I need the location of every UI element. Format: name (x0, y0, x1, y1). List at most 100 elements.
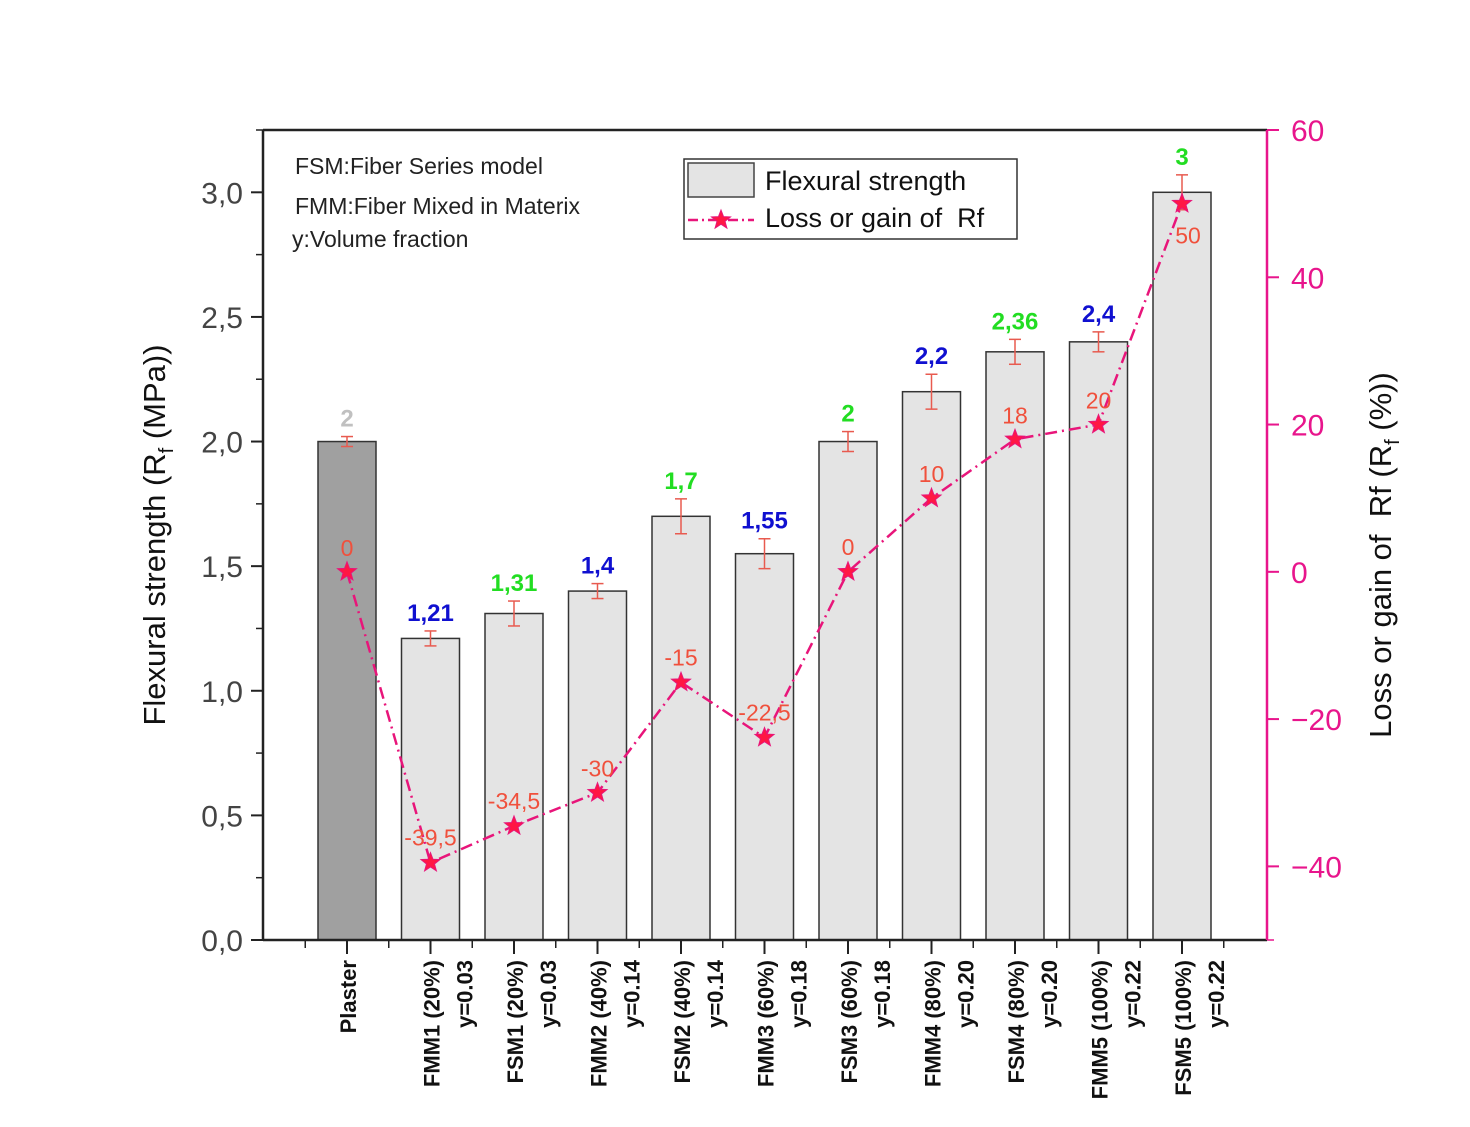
star-marker (1171, 192, 1193, 213)
line-value-label: -15 (664, 644, 697, 670)
left-axis-title: Flexural strength (Rf (MPa)) (137, 344, 178, 725)
bar-value-label: 2 (340, 406, 353, 433)
star-marker (1004, 427, 1026, 449)
left-tick-label: 0,0 (201, 925, 243, 958)
x-tick-label: FMM4 (80%) (921, 960, 946, 1087)
bar (400, 637, 461, 941)
x-tick-label: y=0.22 (1204, 960, 1229, 1028)
line-value-label: -39,5 (404, 825, 456, 851)
bar-value-label: 2,2 (915, 343, 948, 370)
right-axis-title-main: Loss or gain of Rf (R (1363, 445, 1398, 738)
line-value-label: 18 (1002, 402, 1028, 428)
star-marker (920, 486, 943, 508)
left-tick-label: 2,0 (201, 427, 243, 460)
bar-value-labels: 2 1,21 1,31 1,4 1,7 1,55 2 2,2 2,36 2,4 3 (340, 144, 1188, 627)
left-tick-label: 1,0 (201, 676, 243, 709)
star-marker (1087, 413, 1110, 434)
x-tick-label: FMM2 (40%) (587, 960, 612, 1087)
line-value-label: -22,5 (738, 700, 790, 726)
note-fmm: FMM:Fiber Mixed in Materix (295, 193, 580, 219)
legend: Flexural strength Loss or gain of Rf (683, 158, 1018, 240)
line-value-label: 50 (1175, 223, 1201, 249)
line-value-label: 0 (842, 534, 855, 560)
star-marker (336, 560, 358, 582)
right-tick-label: 0 (1291, 557, 1308, 590)
x-tick-label: y=0.18 (870, 960, 895, 1028)
line-value-label: -34,5 (488, 788, 540, 814)
x-tick-label: y=0.22 (1121, 960, 1146, 1028)
error-bars-layer (341, 174, 1188, 647)
right-axis-title-subscript: f (1382, 439, 1404, 445)
legend-label-loss: Loss or gain of Rf (765, 203, 985, 233)
left-tick-label: 2,5 (201, 302, 243, 335)
line-series-layer (336, 192, 1193, 872)
notes-block: FSM:Fiber Series model FMM:Fiber Mixed i… (292, 153, 580, 252)
x-tick-label: Plaster (336, 960, 361, 1034)
right-tick-label: 60 (1291, 115, 1324, 148)
x-tick-label: FMM5 (100%) (1088, 960, 1113, 1099)
right-tick-label: 20 (1291, 410, 1324, 443)
note-y: y:Volume fraction (292, 226, 468, 252)
bar (651, 515, 711, 941)
line-value-label: 20 (1086, 388, 1112, 414)
bar-value-label: 3 (1175, 144, 1188, 171)
x-tick-label: FSM3 (60%) (837, 960, 862, 1083)
x-tick-label: FSM4 (80%) (1004, 960, 1029, 1083)
legend-star-marker (710, 208, 732, 230)
star-marker (419, 851, 442, 872)
right-tick-label: −20 (1291, 704, 1342, 737)
right-axis-title-unit: (%)) (1363, 372, 1398, 439)
bar (1068, 341, 1129, 941)
left-tick-label: 3,0 (201, 177, 243, 210)
star-marker (586, 781, 609, 802)
bar-value-label: 2,4 (1082, 301, 1116, 328)
legend-bar-swatch (687, 162, 755, 198)
star-marker (837, 560, 859, 582)
line-value-labels: 0 -39,5 -34,5 -30 -15 -22,5 0 10 18 20 50 (341, 223, 1201, 851)
bar (567, 590, 628, 941)
right-axis-title: Loss or gain of Rf (Rf (%)) (1363, 372, 1404, 738)
bar-value-label: 2,36 (992, 308, 1039, 335)
line-value-label: 0 (341, 535, 354, 561)
bar-value-label: 1,55 (741, 508, 788, 535)
x-tick-label: y=0.03 (536, 960, 561, 1028)
x-tick-label: y=0.14 (703, 959, 728, 1028)
x-tick-label: y=0.20 (1037, 960, 1062, 1028)
bar (317, 440, 377, 941)
bar-value-label: 1,4 (581, 553, 615, 580)
line-value-label: -30 (581, 756, 614, 782)
x-tick-label: FSM1 (20%) (503, 960, 528, 1083)
left-axis-title-unit: (MPa)) (137, 344, 172, 447)
left-tick-label: 1,5 (201, 551, 243, 584)
legend-label-flexural: Flexural strength (765, 166, 966, 196)
bar (818, 440, 878, 941)
bar (484, 612, 544, 941)
bars-layer (317, 191, 1212, 941)
x-tick-label: y=0.18 (787, 960, 812, 1028)
x-tick-label: y=0.03 (453, 960, 478, 1028)
note-fsm: FSM:Fiber Series model (295, 153, 543, 179)
star-marker (753, 726, 776, 747)
bar-value-label: 1,21 (407, 600, 454, 627)
bar (1152, 191, 1212, 941)
star-marker (503, 814, 525, 836)
x-tick-label: FSM5 (100%) (1171, 960, 1196, 1096)
left-tick-label: 0,5 (201, 800, 243, 833)
bar (734, 552, 795, 941)
x-tick-label: FMM3 (60%) (754, 960, 779, 1087)
x-tick-label: FSM2 (40%) (670, 960, 695, 1083)
left-axis-title-main: Flexural strength (R (137, 453, 172, 725)
right-tick-label: 40 (1291, 262, 1324, 295)
bar-value-label: 2 (841, 401, 854, 428)
bar-value-label: 1,31 (491, 570, 538, 597)
line-value-label: 10 (919, 461, 945, 487)
x-tick-label: FMM1 (20%) (420, 960, 445, 1087)
x-tick-label: y=0.14 (620, 959, 645, 1028)
axes-layer: 0,00,51,01,52,02,53,0−40−200204060Plaste… (137, 115, 1404, 1099)
left-axis-title-subscript: f (156, 447, 178, 453)
bar-value-label: 1,7 (664, 468, 697, 495)
star-marker (670, 670, 692, 692)
x-tick-label: y=0.20 (954, 960, 979, 1028)
right-tick-label: −40 (1291, 851, 1342, 884)
